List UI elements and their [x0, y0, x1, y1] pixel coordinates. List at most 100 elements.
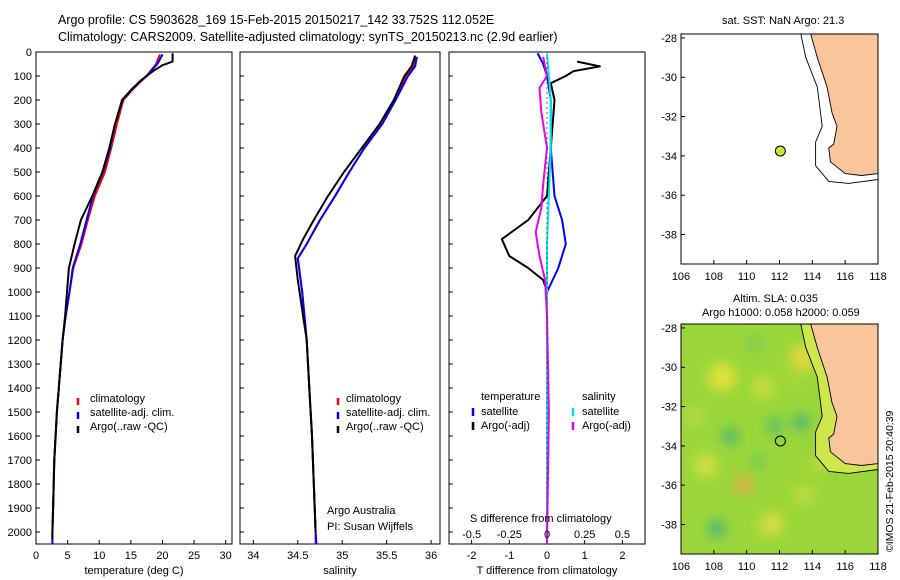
map-x-tick-label: 114	[804, 561, 822, 573]
series-line-climatology	[296, 56, 417, 544]
series-line-argo-raw-qc-	[51, 53, 174, 540]
x-axis-label: salinity	[323, 565, 357, 577]
x-tick-label: 10	[93, 550, 105, 562]
y-tick-label: 300	[14, 119, 32, 131]
difference-legend: temperature salinity satellite Argo(-adj…	[470, 391, 631, 525]
y-tick-label: 1100	[8, 311, 32, 323]
map-x-tick-label: 106	[672, 561, 690, 573]
legend-label-argo: Argo(..raw -QC)	[90, 421, 168, 433]
map-y-tick-label: -34	[661, 441, 677, 453]
y-tick-label: 400	[14, 143, 32, 155]
sla-anomaly-blob	[782, 367, 803, 388]
legend-label-satellite: satellite-adj. clim.	[346, 407, 430, 419]
sla-anomaly-blob	[759, 512, 784, 537]
map-x-tick-label: 112	[771, 561, 789, 573]
map-x-tick-label: 110	[738, 271, 756, 283]
x-tick-label: 1	[582, 550, 588, 562]
x2-tick-label: -0.5	[462, 529, 481, 541]
x-tick-label: 5	[65, 550, 71, 562]
map-x-tick-label: 118	[869, 271, 887, 283]
x-axis-label: T difference from climatology	[477, 565, 618, 577]
sst-map-panel: 106 108 110 112 114 116 118 -28 -30 -32 -34 -36 -38	[661, 33, 887, 283]
legend-header-salinity: salinity	[582, 391, 616, 403]
sla-anomaly-blob	[684, 406, 705, 427]
map-x-tick-label: 118	[869, 561, 887, 573]
argo-position-marker	[774, 145, 786, 157]
sla-anomaly-blob	[751, 374, 776, 399]
map-y-tick-label: -28	[661, 33, 677, 45]
sla-anomaly-blob	[765, 417, 784, 436]
x-tick-label: 35	[336, 550, 348, 562]
map-x-tick-label: 108	[705, 271, 723, 283]
sla-anomaly-blob	[723, 429, 738, 444]
map-y-tick-label: -28	[661, 323, 677, 335]
sla-anomaly-blob	[745, 334, 764, 353]
legend-label-argo: Argo(..raw -QC)	[346, 421, 424, 433]
map-y-tick-label: -36	[661, 190, 677, 202]
map-y-tick-label: -34	[661, 151, 677, 163]
x-tick-label: 0	[544, 550, 550, 562]
sst-map-title: sat. SST: NaN Argo: 21.3	[722, 15, 844, 27]
y-tick-label: 1500	[8, 407, 32, 419]
y-tick-label: 1000	[8, 287, 32, 299]
legend-label-sal-argo: Argo(-adj)	[582, 420, 631, 432]
imos-timestamp-credit: ©IMOS 21-Feb-2015 20:40:39	[884, 410, 896, 552]
y-tick-label: 700	[14, 215, 32, 227]
y-tick-label: 1300	[8, 359, 32, 371]
difference-top-axis-label: S difference from climatology	[470, 513, 612, 525]
argo-position-marker	[774, 435, 786, 447]
x-tick-label: 30	[220, 550, 232, 562]
x-tick-label: 35.5	[376, 550, 397, 562]
y-tick-label: 1200	[8, 335, 32, 347]
credit-argo-australia: Argo Australia	[327, 505, 396, 517]
x-tick-label: 2	[619, 550, 625, 562]
sla-anomaly-blob	[734, 476, 753, 495]
series-line-argo-raw-qc-	[294, 55, 417, 533]
salinity-legend: climatology satellite-adj. clim. Argo(..…	[327, 393, 430, 533]
series-group	[500, 52, 601, 544]
sla-map-title-line1: Altim. SLA: 0.035	[733, 293, 818, 305]
map-y-tick-label: -36	[661, 480, 677, 492]
series-line-temperature-argo-adj-	[500, 60, 601, 542]
sla-anomaly-blob	[792, 414, 809, 431]
sla-anomaly-field	[684, 334, 829, 537]
series-line-salinity-argo-adj-	[534, 56, 550, 544]
x-tick-label: 34	[247, 550, 259, 562]
figure-title-line1: Argo profile: CS 5903628_169 15-Feb-2015…	[58, 13, 494, 27]
series-group	[294, 55, 418, 544]
figure-title-line2: Climatology: CARS2009. Satellite-adjuste…	[58, 30, 558, 44]
sla-anomaly-blob	[709, 520, 726, 537]
x2-tick-label: 0	[544, 529, 550, 541]
y-tick-label: 600	[14, 191, 32, 203]
map-x-tick-label: 112	[771, 271, 789, 283]
y-tick-label: 1400	[8, 383, 32, 395]
x-tick-label: 15	[125, 550, 137, 562]
map-x-tick-label: 106	[672, 271, 690, 283]
map-y-tick-label: -32	[661, 112, 677, 124]
land-mass	[810, 324, 878, 466]
legend-label-climatology: climatology	[90, 393, 146, 405]
y-tick-label: 1800	[8, 479, 32, 491]
legend-label-satellite: satellite-adj. clim.	[90, 407, 174, 419]
map-content	[681, 324, 878, 554]
y-tick-label: 200	[14, 95, 32, 107]
y-tick-label: 0	[26, 47, 32, 59]
legend-label-temp-argo: Argo(-adj)	[481, 420, 530, 432]
x-tick-label: 20	[156, 550, 168, 562]
map-x-tick-label: 108	[705, 561, 723, 573]
y-tick-label: 900	[14, 263, 32, 275]
temperature-legend: climatology satellite-adj. clim. Argo(..…	[76, 393, 174, 433]
x-tick-label: 34.5	[287, 550, 308, 562]
sla-anomaly-blob	[750, 453, 767, 470]
map-y-tick-label: -30	[661, 362, 677, 374]
y-tick-label: 500	[14, 167, 32, 179]
legend-label-sal-satellite: satellite	[582, 406, 619, 418]
map-x-tick-label: 114	[804, 271, 822, 283]
y-tick-label: 1700	[8, 455, 32, 467]
x-tick-label: -1	[504, 550, 514, 562]
x-tick-label: 0	[33, 550, 39, 562]
series-line-satellite-adj-clim-	[296, 56, 418, 544]
map-y-tick-label: -38	[661, 230, 677, 242]
y-tick-label: 800	[14, 239, 32, 251]
